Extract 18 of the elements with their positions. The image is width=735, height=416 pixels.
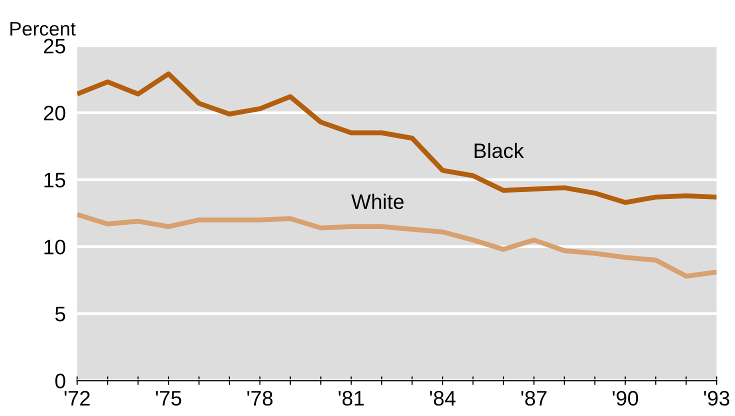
x-tick-label: '90	[612, 390, 638, 406]
x-tick-label: '75	[156, 391, 182, 406]
x-tick-label: '78	[247, 390, 273, 406]
y-tick-label: 5	[55, 306, 66, 322]
line-series	[77, 212, 717, 279]
x-tick-label: '84	[430, 390, 456, 406]
y-axis-title: Percent	[10, 22, 76, 36]
x-tick-label: '93	[704, 390, 730, 406]
y-tick-label: 0	[55, 374, 66, 388]
series-label: White	[351, 194, 404, 210]
y-tick-label: 15	[44, 172, 66, 188]
series-label: Black	[474, 142, 524, 158]
x-tick-label: '72	[64, 390, 90, 406]
y-tick-label: 20	[44, 106, 66, 120]
x-tick-label: '87	[521, 390, 546, 406]
y-tick-label: 10	[44, 240, 66, 254]
x-tick-label: '81	[338, 390, 364, 406]
y-tick-label: 25	[44, 38, 66, 54]
